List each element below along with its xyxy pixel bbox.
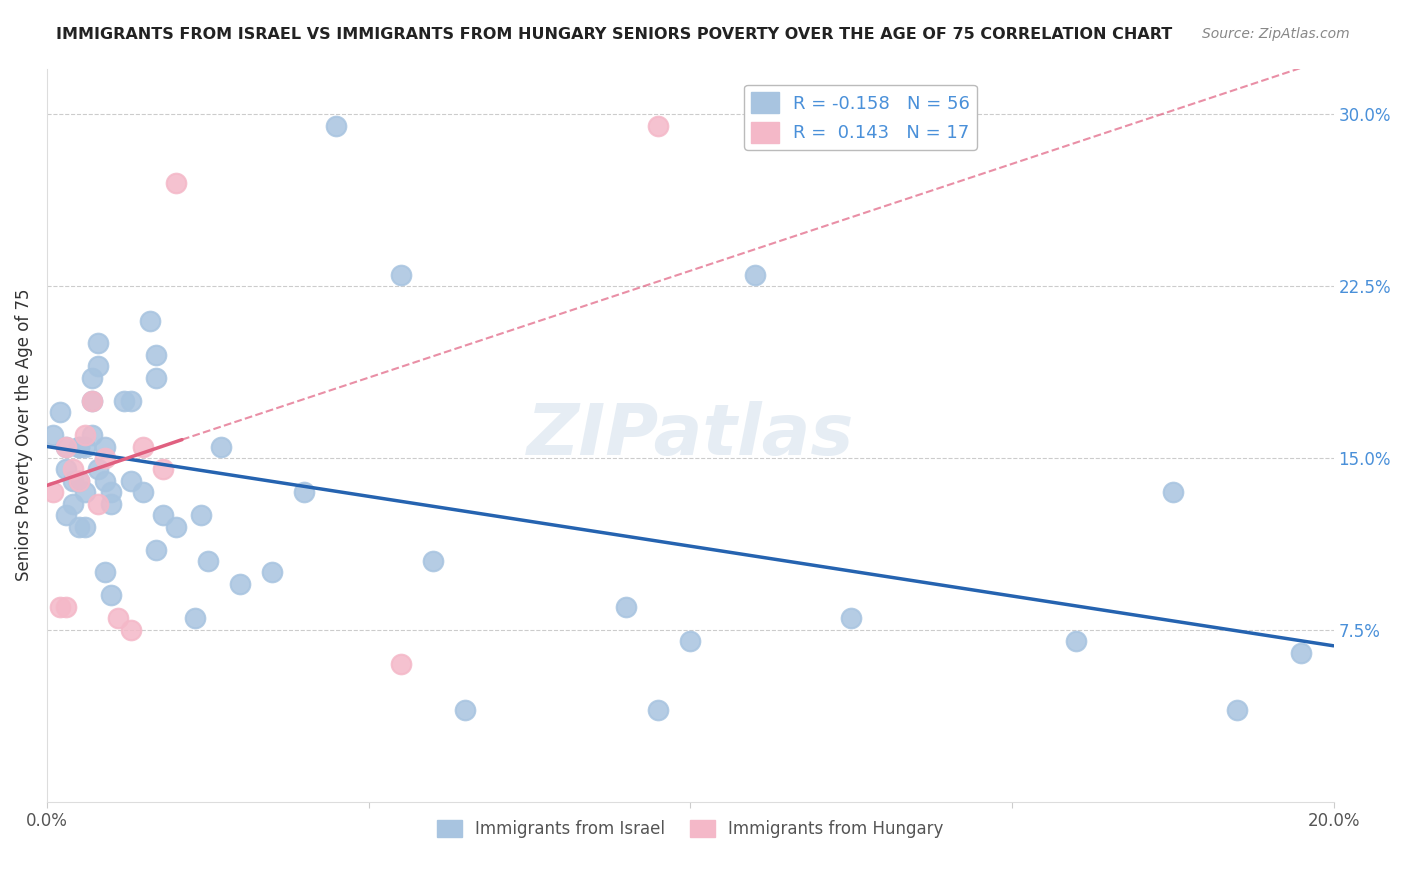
Text: Source: ZipAtlas.com: Source: ZipAtlas.com (1202, 27, 1350, 41)
Point (87, 462, 110, 476)
Point (165, 176, 187, 190)
Point (152, 508, 174, 523)
Point (647, 703, 669, 717)
Point (67, 474, 90, 488)
Point (229, 577, 252, 591)
Point (94, 474, 117, 488)
Point (422, 554, 444, 568)
Point (100, 588, 122, 602)
Point (75, 519, 97, 533)
Point (260, 566, 283, 580)
Point (80, 428, 103, 442)
Point (100, 497, 122, 511)
Point (132, 440, 155, 454)
Point (1161, 485, 1184, 500)
Point (75, 428, 97, 442)
Point (62, 474, 84, 488)
Text: ZIPatlas: ZIPatlas (526, 401, 853, 469)
Point (120, 623, 142, 637)
Point (112, 393, 135, 408)
Point (614, 599, 637, 614)
Point (80, 393, 103, 408)
Point (679, 634, 702, 648)
Point (744, 268, 766, 282)
Point (80, 371, 103, 385)
Point (120, 393, 142, 408)
Point (1226, 703, 1249, 717)
Y-axis label: Seniors Poverty Over the Age of 75: Seniors Poverty Over the Age of 75 (15, 289, 32, 582)
Point (94, 450, 117, 465)
Point (62, 462, 84, 476)
Point (67, 440, 90, 454)
Legend: Immigrants from Israel, Immigrants from Hungary: Immigrants from Israel, Immigrants from … (430, 813, 950, 845)
Point (55, 440, 77, 454)
Point (839, 611, 862, 625)
Point (49, 405, 72, 419)
Point (55, 508, 77, 523)
Point (1064, 634, 1087, 648)
Text: IMMIGRANTS FROM ISRAEL VS IMMIGRANTS FROM HUNGARY SENIORS POVERTY OVER THE AGE O: IMMIGRANTS FROM ISRAEL VS IMMIGRANTS FRO… (56, 27, 1173, 42)
Point (145, 371, 167, 385)
Point (197, 554, 219, 568)
Point (647, 119, 669, 133)
Point (1291, 646, 1313, 660)
Point (292, 485, 315, 500)
Point (165, 519, 187, 533)
Point (62, 497, 84, 511)
Point (87, 497, 110, 511)
Point (389, 657, 412, 672)
Point (80, 393, 103, 408)
Point (75, 440, 97, 454)
Point (209, 440, 232, 454)
Point (67, 440, 90, 454)
Point (87, 336, 110, 351)
Point (67, 519, 90, 533)
Point (55, 440, 77, 454)
Point (107, 611, 129, 625)
Point (139, 313, 162, 327)
Point (100, 485, 122, 500)
Point (87, 359, 110, 374)
Point (75, 485, 97, 500)
Point (42, 428, 65, 442)
Point (120, 474, 142, 488)
Point (389, 268, 412, 282)
Point (49, 599, 72, 614)
Point (67, 474, 90, 488)
Point (42, 485, 65, 500)
Point (152, 462, 174, 476)
Point (325, 119, 347, 133)
Point (55, 599, 77, 614)
Point (132, 485, 155, 500)
Point (190, 508, 212, 523)
Point (145, 542, 167, 557)
Point (55, 462, 77, 476)
Point (184, 611, 207, 625)
Point (145, 348, 167, 362)
Point (94, 566, 117, 580)
Point (454, 703, 477, 717)
Point (94, 440, 117, 454)
